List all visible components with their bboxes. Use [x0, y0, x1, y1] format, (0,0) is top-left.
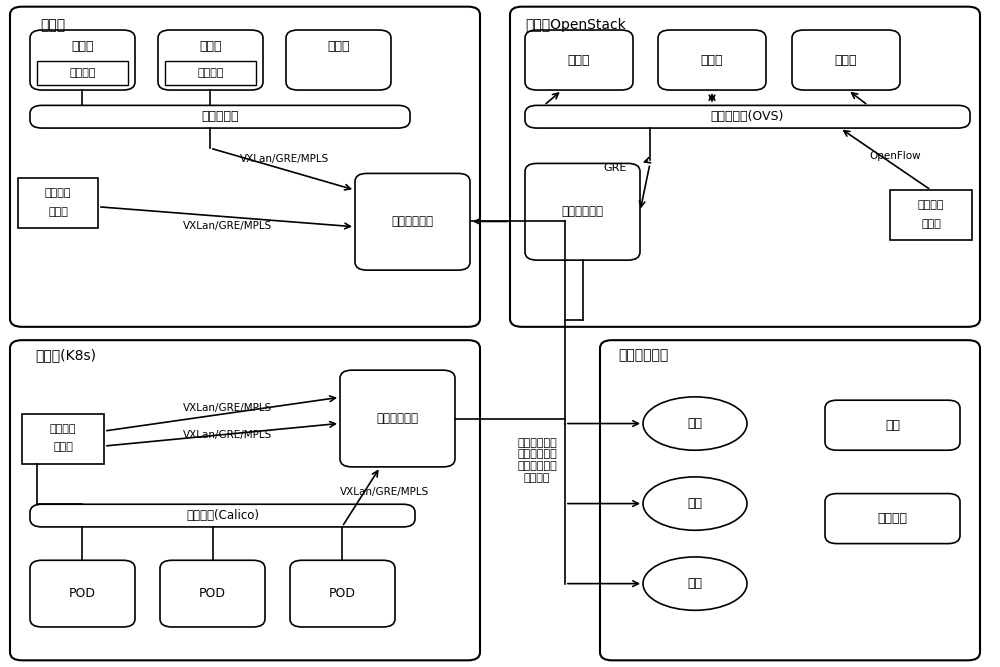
Text: 控制器: 控制器	[921, 219, 941, 229]
Text: 虚拟机: 虚拟机	[199, 40, 222, 53]
Ellipse shape	[643, 557, 747, 610]
FancyBboxPatch shape	[792, 30, 900, 90]
Text: 虚拟交换机(OVS): 虚拟交换机(OVS)	[711, 110, 784, 123]
Text: 虚拟机: 虚拟机	[835, 53, 857, 67]
FancyBboxPatch shape	[525, 30, 633, 90]
Bar	[22, 414, 104, 464]
Text: POD: POD	[329, 587, 356, 600]
Text: VXLan/GRE/MPLS: VXLan/GRE/MPLS	[183, 404, 273, 413]
Text: 流量采集: 流量采集	[45, 188, 71, 198]
FancyBboxPatch shape	[30, 560, 135, 627]
FancyBboxPatch shape	[340, 370, 455, 467]
FancyBboxPatch shape	[510, 7, 980, 327]
Text: 虚拟机: 虚拟机	[568, 53, 590, 67]
Text: 虚拟机: 虚拟机	[71, 40, 94, 53]
FancyBboxPatch shape	[10, 7, 480, 327]
Text: VXLan/GRE/MPLS: VXLan/GRE/MPLS	[340, 488, 430, 497]
Text: 虚拟机: 虚拟机	[701, 53, 723, 67]
Text: OpenFlow: OpenFlow	[869, 151, 921, 161]
Bar	[165, 61, 256, 85]
FancyBboxPatch shape	[158, 30, 263, 90]
Text: 告警: 告警	[688, 497, 702, 510]
Text: 公有云: 公有云	[40, 19, 65, 32]
Text: 虚拟机: 虚拟机	[327, 40, 350, 53]
Text: 边缘计算节点: 边缘计算节点	[376, 412, 418, 425]
FancyBboxPatch shape	[290, 560, 395, 627]
FancyBboxPatch shape	[30, 105, 410, 128]
Text: 查询: 查询	[688, 577, 702, 590]
Text: 流量采集: 流量采集	[197, 69, 224, 78]
Text: VXLan/GRE/MPLS: VXLan/GRE/MPLS	[183, 430, 273, 440]
Text: 流量采集: 流量采集	[69, 69, 96, 78]
FancyBboxPatch shape	[160, 560, 265, 627]
Text: 流量采集: 流量采集	[918, 200, 944, 210]
Text: 控制器: 控制器	[53, 442, 73, 452]
FancyBboxPatch shape	[10, 340, 480, 660]
FancyBboxPatch shape	[286, 30, 391, 90]
FancyBboxPatch shape	[658, 30, 766, 90]
FancyBboxPatch shape	[825, 494, 960, 544]
Bar	[37, 61, 128, 85]
Bar	[18, 178, 98, 228]
FancyBboxPatch shape	[30, 30, 135, 90]
Text: 虚拟交换机: 虚拟交换机	[201, 110, 239, 123]
FancyBboxPatch shape	[30, 504, 415, 527]
FancyBboxPatch shape	[600, 340, 980, 660]
Text: 配置: 配置	[885, 419, 900, 432]
Text: 边缘计算节点: 边缘计算节点	[392, 215, 434, 228]
Text: POD: POD	[69, 587, 96, 600]
FancyBboxPatch shape	[825, 400, 960, 450]
FancyBboxPatch shape	[355, 173, 470, 270]
Ellipse shape	[643, 477, 747, 530]
Text: VXLan/GRE/MPLS: VXLan/GRE/MPLS	[183, 221, 273, 231]
Text: 实时统计数据
实时告警数据
交互查询数据
配置数据: 实时统计数据 实时告警数据 交互查询数据 配置数据	[517, 438, 557, 483]
Text: 流量采集: 流量采集	[50, 424, 76, 434]
Text: 边缘计算节点: 边缘计算节点	[562, 205, 604, 218]
Text: 容器云(K8s): 容器云(K8s)	[35, 349, 96, 362]
Bar	[890, 190, 972, 240]
Text: 监控分析平台: 监控分析平台	[618, 349, 668, 362]
FancyBboxPatch shape	[525, 163, 640, 260]
Text: 私有云OpenStack: 私有云OpenStack	[525, 19, 626, 32]
Ellipse shape	[643, 397, 747, 450]
Text: GRE: GRE	[603, 163, 627, 173]
Text: POD: POD	[199, 587, 226, 600]
Text: 统计: 统计	[688, 417, 702, 430]
Text: 前端展示: 前端展示	[878, 512, 908, 525]
Text: 网络插件(Calico): 网络插件(Calico)	[186, 509, 259, 522]
Text: VXLan/GRE/MPLS: VXLan/GRE/MPLS	[240, 154, 330, 163]
FancyBboxPatch shape	[525, 105, 970, 128]
Text: 控制器: 控制器	[48, 207, 68, 217]
